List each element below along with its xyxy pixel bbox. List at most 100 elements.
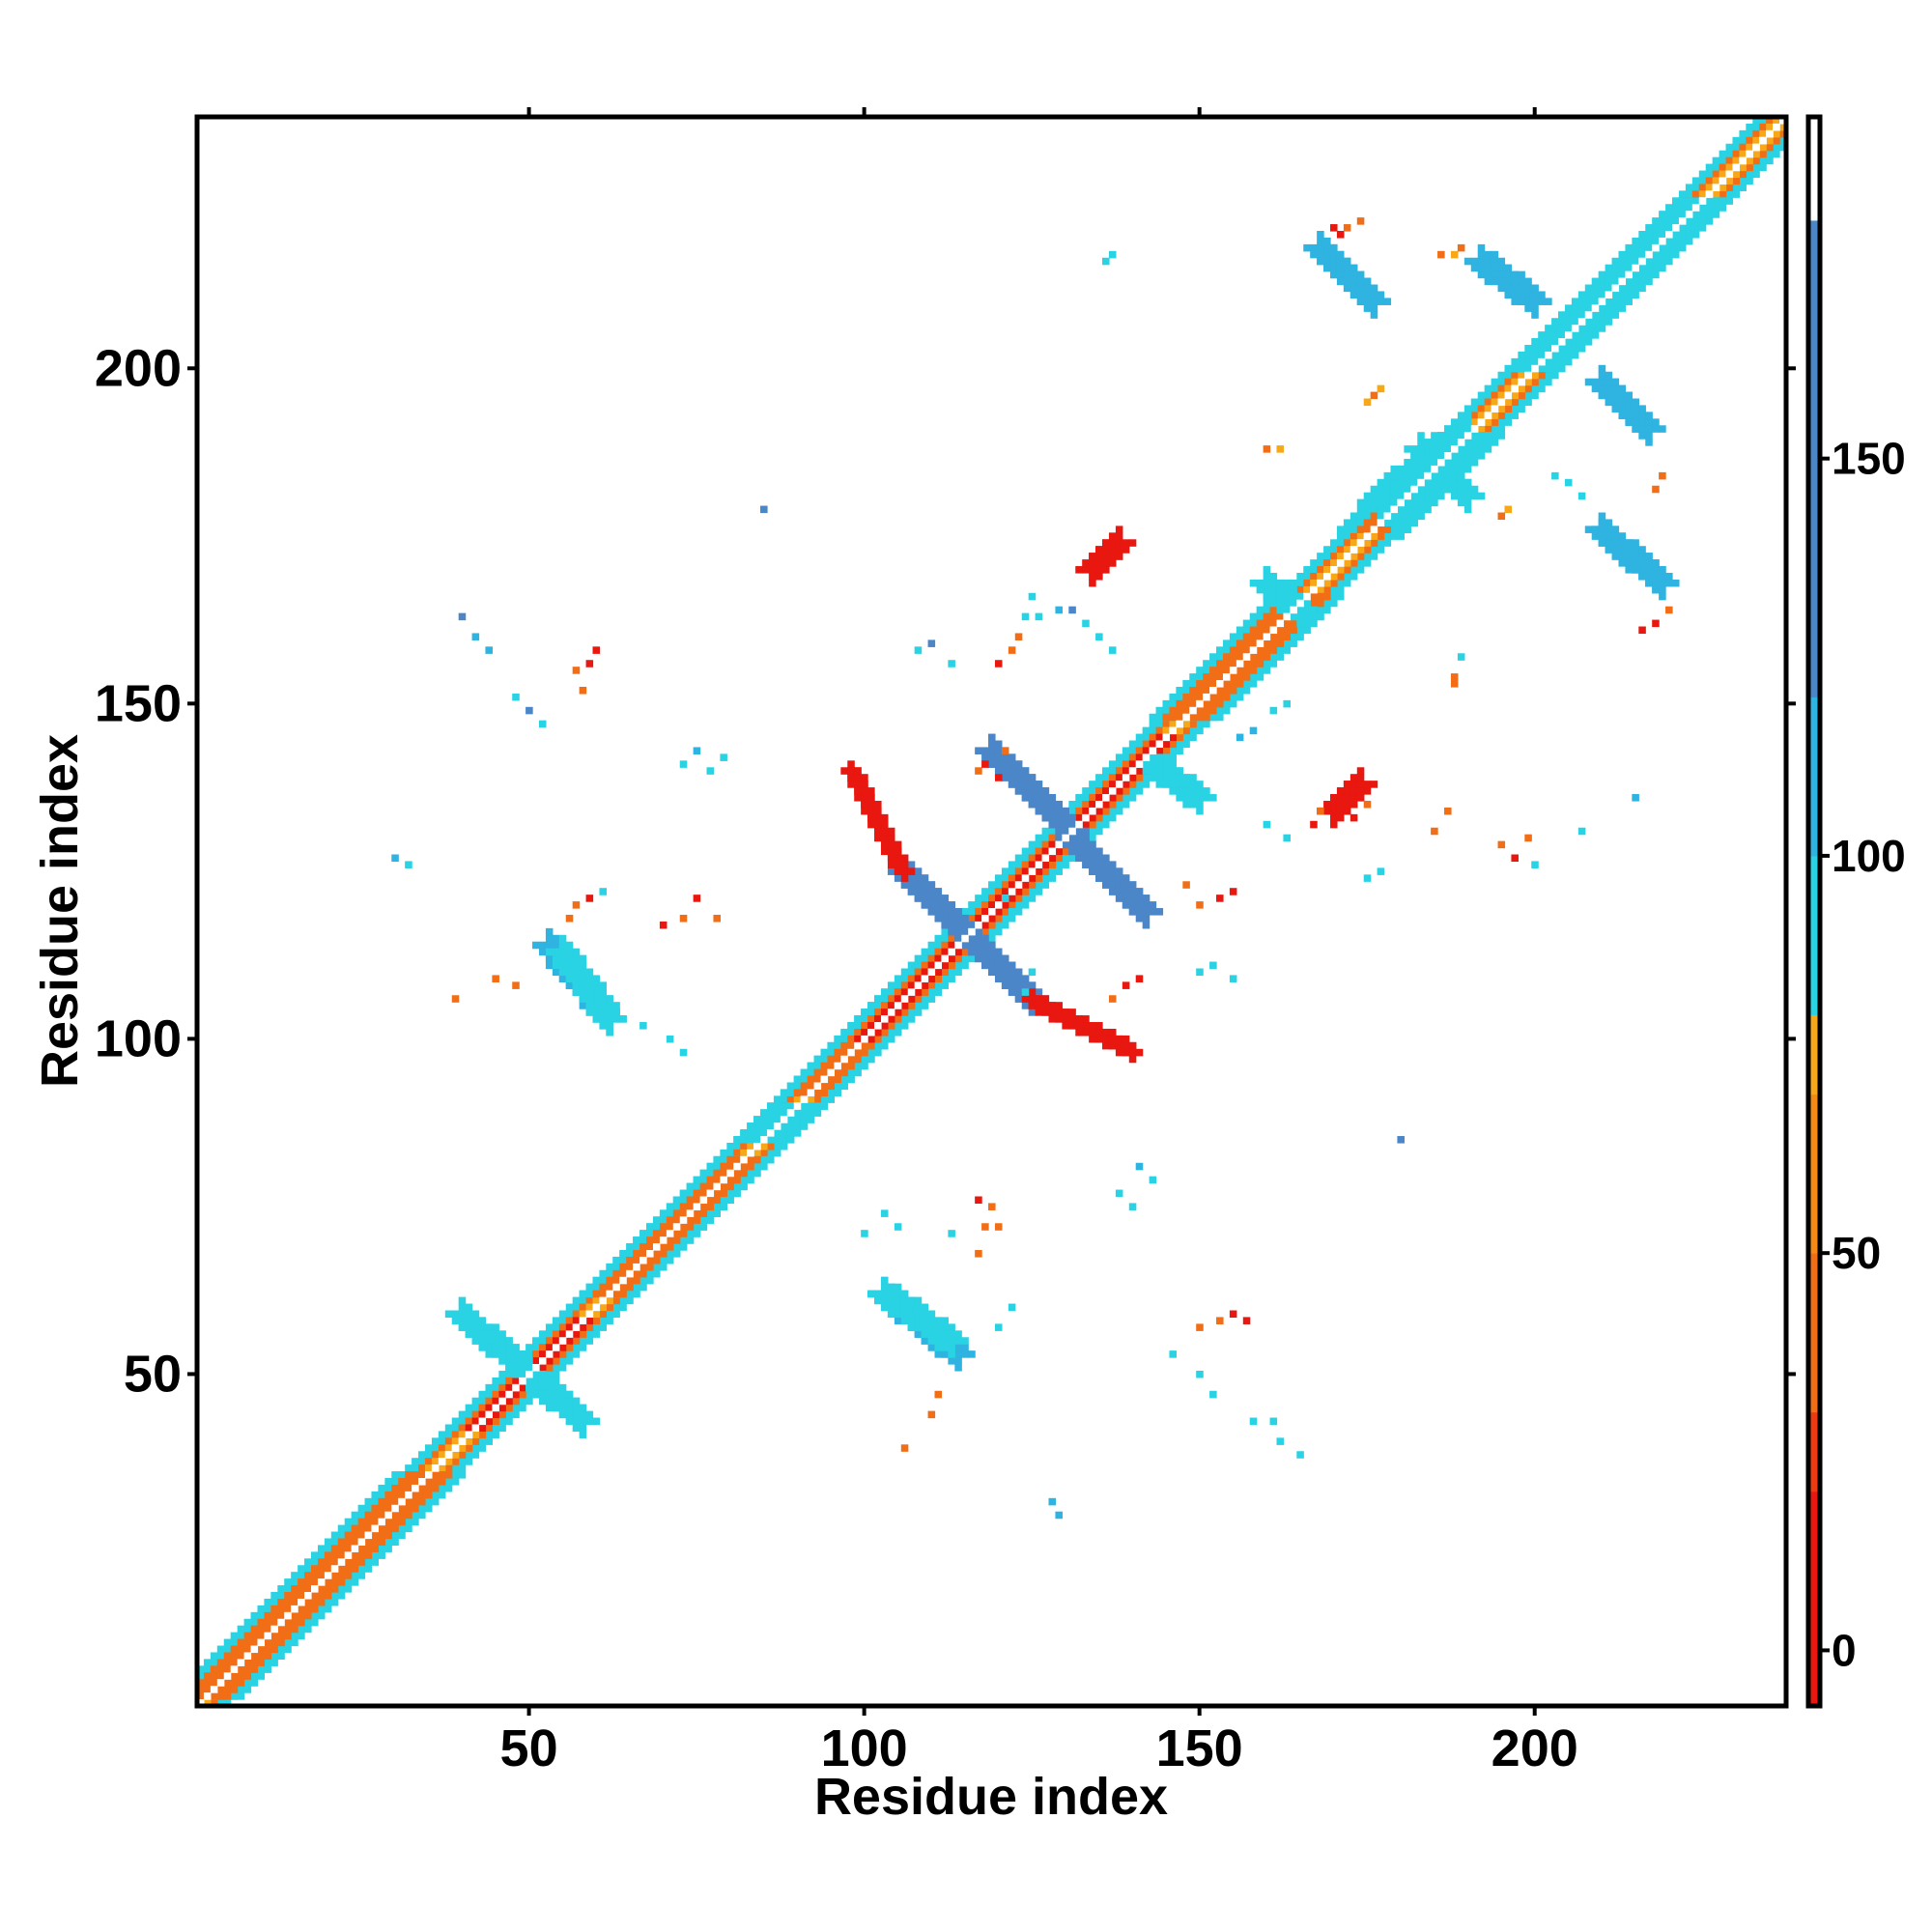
heatmap-cell (552, 1370, 560, 1378)
heatmap-cell (1196, 720, 1204, 728)
heatmap-cell (324, 1592, 332, 1600)
heatmap-cell (740, 1142, 748, 1151)
heatmap-cell (424, 1464, 433, 1472)
heatmap-cell (1001, 908, 1009, 916)
heatmap-cell (1746, 143, 1753, 152)
heatmap-cell (317, 1598, 326, 1606)
heatmap-cell (203, 1679, 212, 1687)
heatmap-cell (639, 1250, 647, 1258)
heatmap-cell (686, 1223, 695, 1231)
heatmap-cell (1343, 566, 1351, 574)
heatmap-cell (492, 1377, 499, 1385)
heatmap-cell (412, 1511, 419, 1520)
heatmap-cell (243, 1632, 252, 1640)
heatmap-cell (813, 1102, 822, 1110)
heatmap-cell (1290, 579, 1297, 587)
heatmap-cell (1571, 298, 1579, 305)
heatmap-cell (880, 1028, 889, 1037)
heatmap-cell (471, 1410, 480, 1419)
heatmap-cell (1122, 747, 1130, 754)
heatmap-cell (626, 1243, 634, 1251)
heatmap-cell (1014, 861, 1023, 868)
heatmap-cell (914, 995, 923, 1003)
heatmap-cell (639, 1269, 647, 1278)
heatmap-cell (216, 1652, 225, 1661)
heatmap-cell (1484, 418, 1492, 426)
heatmap-cell (1149, 733, 1157, 742)
heatmap-cell (1048, 840, 1057, 849)
heatmap-cell (907, 975, 916, 982)
heatmap-cell (492, 1431, 499, 1438)
heatmap-cell (880, 1041, 889, 1050)
heatmap-cell (753, 1162, 761, 1171)
heatmap-cell (921, 995, 929, 1003)
heatmap-cell (1041, 827, 1050, 836)
heatmap-cell (298, 1611, 305, 1620)
heatmap-cell (250, 1632, 259, 1640)
heatmap-cell (948, 975, 955, 982)
heatmap-cell (337, 1551, 346, 1559)
heatmap-cell (1089, 813, 1096, 822)
heatmap-cell (1625, 243, 1633, 252)
heatmap-cell (1108, 781, 1117, 788)
heatmap-cell (867, 1015, 875, 1023)
heatmap-cell (1169, 720, 1177, 728)
heatmap-cell (545, 1330, 554, 1338)
heatmap-cell (1082, 820, 1090, 829)
heatmap-cell (941, 975, 949, 982)
heatmap-cell (592, 1290, 601, 1298)
heatmap-cell (1095, 813, 1103, 822)
heatmap-cell (364, 1518, 373, 1526)
heatmap-cell (1176, 747, 1183, 754)
heatmap-cell (1108, 800, 1117, 809)
heatmap-cell (291, 1638, 298, 1647)
heatmap-cell (284, 1645, 292, 1654)
heatmap-cell (1705, 177, 1714, 185)
heatmap-cell (914, 954, 923, 963)
heatmap-cell (1719, 150, 1727, 158)
heatmap-cell (1149, 720, 1157, 728)
heatmap-cell (981, 901, 989, 909)
heatmap-cell (398, 1491, 406, 1499)
heatmap-cell (230, 1645, 239, 1654)
heatmap-cell (1089, 820, 1096, 829)
heatmap-cell (1746, 177, 1753, 185)
heatmap-cell (646, 1236, 654, 1244)
heatmap-cell (391, 1524, 399, 1533)
heatmap-cell (834, 1068, 841, 1077)
heatmap-cell (1035, 867, 1043, 875)
heatmap-cell (237, 1625, 245, 1634)
heatmap-cell (311, 1605, 319, 1613)
heatmap-cell (633, 1290, 640, 1298)
heatmap-cell (994, 927, 1003, 936)
heatmap-cell (867, 1048, 875, 1057)
heatmap-cell (1746, 129, 1753, 138)
heatmap-cell (861, 1041, 868, 1050)
heatmap-cell (1035, 881, 1043, 889)
heatmap-cell (498, 1417, 506, 1426)
heatmap-cell (311, 1565, 319, 1573)
heatmap-cell (1196, 726, 1204, 735)
heatmap-cell (626, 1290, 634, 1298)
heatmap-cell (424, 1458, 433, 1465)
heatmap-cell (766, 1155, 775, 1164)
heatmap-cell (264, 1618, 271, 1627)
heatmap-cell (907, 995, 916, 1003)
heatmap-cell (1014, 874, 1023, 882)
heatmap-cell (351, 1558, 359, 1566)
heatmap-cell (1524, 378, 1532, 386)
heatmap-cell (592, 1276, 601, 1285)
heatmap-cell (1504, 412, 1513, 419)
heatmap-cell (672, 1236, 681, 1244)
heatmap-cell (599, 1269, 607, 1278)
heatmap-cell (1303, 566, 1311, 574)
heatmap-cell (626, 1263, 634, 1271)
heatmap-cell (773, 1129, 781, 1137)
heatmap-cell (592, 1296, 601, 1305)
heatmap-cell (444, 1444, 453, 1452)
heatmap-cell (357, 1518, 366, 1526)
heatmap-cell (1719, 170, 1727, 179)
heatmap-cell (1511, 405, 1519, 412)
heatmap-cell (492, 1410, 499, 1419)
heatmap-cell (1317, 559, 1324, 567)
